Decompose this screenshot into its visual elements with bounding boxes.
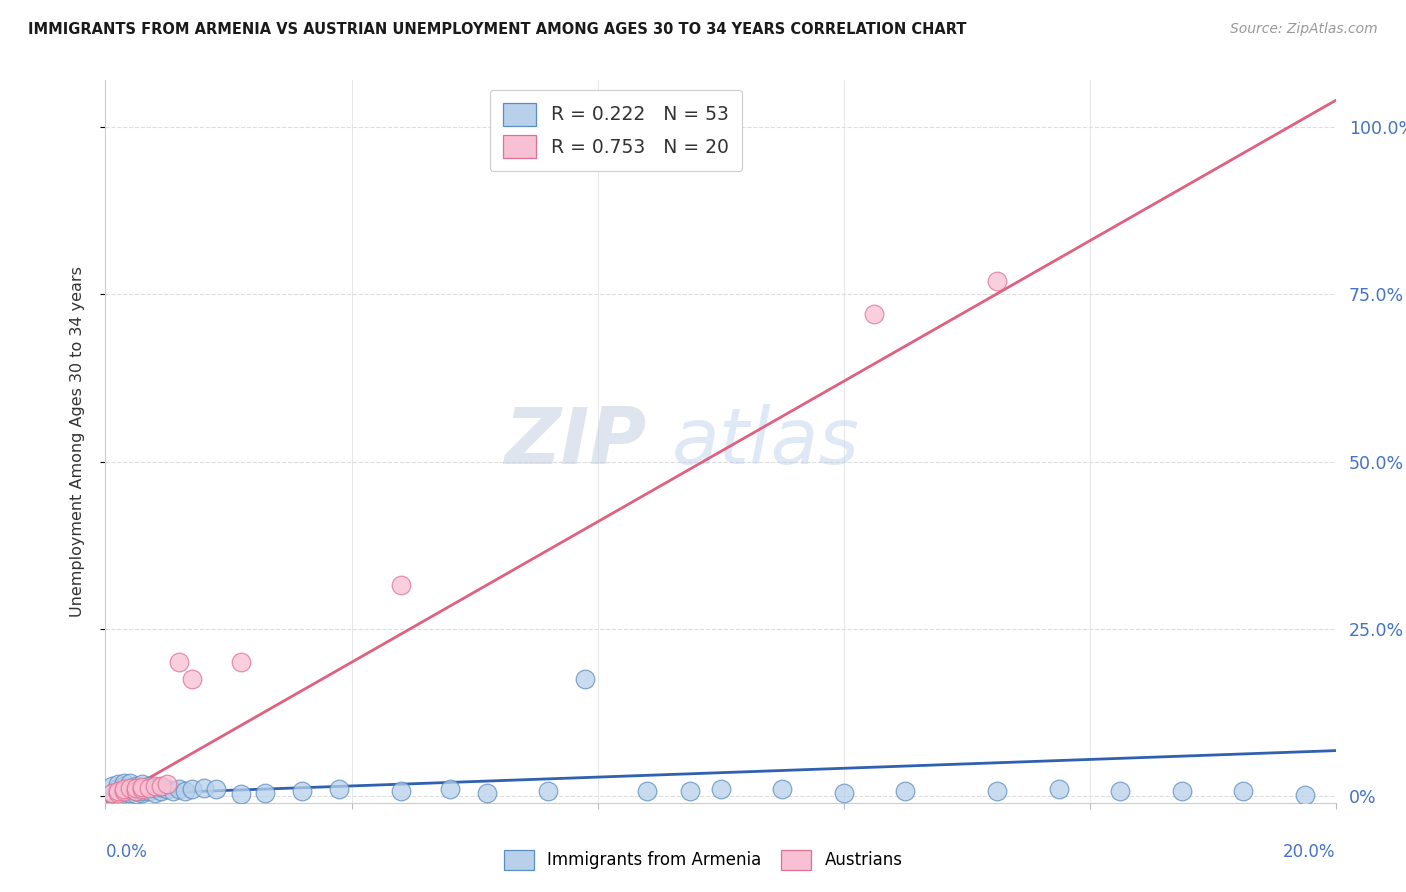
Point [1047, 782, 1070, 797]
Point [112, 782, 135, 797]
Point [107, 784, 129, 797]
Y-axis label: Unemployment Among Ages 30 to 34 years: Unemployment Among Ages 30 to 34 years [70, 266, 84, 617]
Point [156, 782, 179, 797]
Point [112, 782, 135, 797]
Point [636, 784, 658, 798]
Point [389, 578, 412, 592]
Point [131, 787, 153, 801]
Legend: Immigrants from Armenia, Austrians: Immigrants from Armenia, Austrians [496, 843, 910, 877]
Point [537, 784, 560, 797]
Point [156, 777, 179, 791]
Point [986, 274, 1008, 288]
Point [112, 779, 135, 793]
Point [229, 655, 252, 669]
Point [863, 308, 886, 322]
Point [138, 779, 160, 793]
Point [193, 781, 215, 796]
Text: atlas: atlas [672, 403, 859, 480]
Point [1171, 784, 1194, 797]
Point [120, 781, 141, 796]
Point [229, 787, 252, 801]
Point [138, 781, 160, 796]
Point [169, 655, 191, 669]
Point [205, 782, 228, 797]
Point [131, 781, 153, 796]
Point [180, 782, 202, 797]
Point [143, 786, 166, 800]
Point [143, 781, 166, 796]
Point [149, 780, 172, 794]
Point [120, 786, 141, 800]
Legend: R = 0.222   N = 53, R = 0.753   N = 20: R = 0.222 N = 53, R = 0.753 N = 20 [489, 90, 742, 171]
Point [389, 784, 412, 797]
Point [125, 787, 148, 801]
Point [832, 786, 855, 800]
Point [291, 784, 314, 797]
Point [120, 782, 141, 797]
Text: 20.0%: 20.0% [1284, 843, 1336, 861]
Point [475, 786, 498, 800]
Point [1109, 784, 1132, 797]
Point [174, 784, 197, 797]
Point [149, 784, 172, 797]
Point [125, 784, 148, 797]
Point [143, 779, 166, 793]
Point [138, 784, 160, 797]
Point [254, 786, 277, 800]
Point [107, 786, 129, 800]
Point [131, 782, 153, 797]
Point [986, 784, 1008, 797]
Point [180, 672, 202, 686]
Point [107, 784, 129, 797]
Point [131, 777, 153, 791]
Point [100, 786, 122, 800]
Point [1232, 784, 1254, 797]
Point [107, 777, 129, 791]
Point [162, 784, 184, 797]
Text: 0.0%: 0.0% [105, 843, 148, 861]
Text: IMMIGRANTS FROM ARMENIA VS AUSTRIAN UNEMPLOYMENT AMONG AGES 30 TO 34 YEARS CORRE: IMMIGRANTS FROM ARMENIA VS AUSTRIAN UNEM… [28, 22, 966, 37]
Point [710, 782, 733, 797]
Text: Source: ZipAtlas.com: Source: ZipAtlas.com [1230, 22, 1378, 37]
Point [439, 782, 461, 797]
Point [125, 779, 148, 793]
Point [112, 775, 135, 790]
Point [1294, 788, 1316, 802]
Point [125, 784, 148, 797]
Point [894, 784, 917, 797]
Point [112, 786, 135, 800]
Point [131, 784, 153, 797]
Point [120, 775, 141, 790]
Point [679, 784, 702, 797]
Point [328, 782, 350, 797]
Point [574, 672, 596, 686]
Point [125, 781, 148, 796]
Point [100, 779, 122, 793]
Point [770, 782, 793, 797]
Text: ZIP: ZIP [505, 403, 647, 480]
Point [131, 780, 153, 794]
Point [149, 779, 172, 793]
Point [169, 782, 191, 797]
Point [107, 781, 129, 796]
Point [112, 784, 135, 797]
Point [100, 786, 122, 800]
